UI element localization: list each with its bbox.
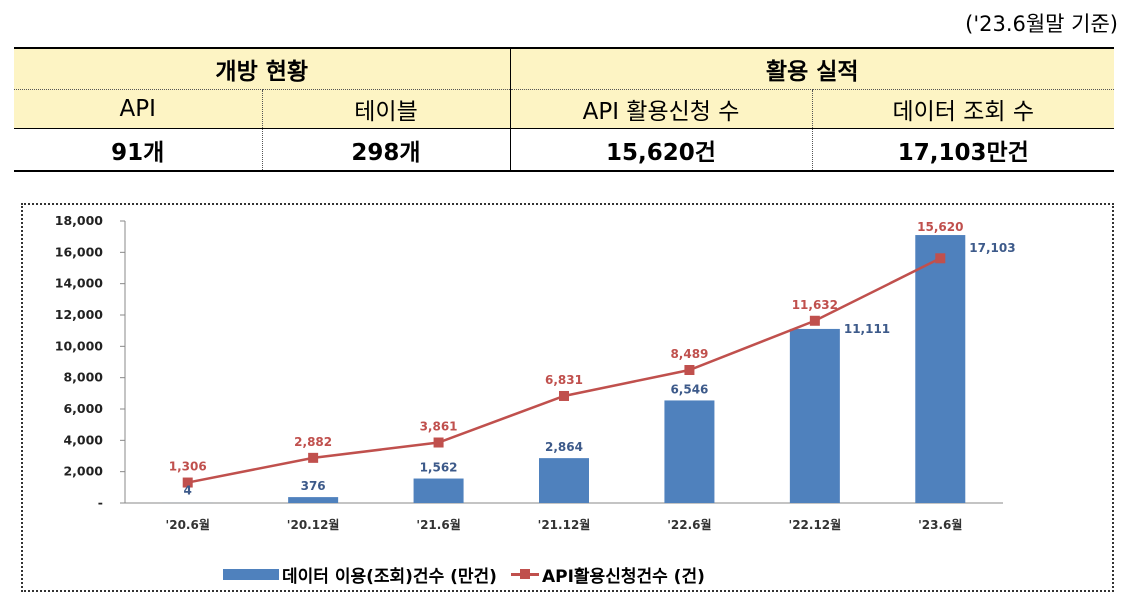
- bar: [413, 478, 464, 503]
- line-value-label: 15,620: [917, 220, 963, 234]
- y-tick-label: 14,000: [55, 276, 104, 291]
- combo-chart: - 2,000 4,000 6,000 8,000 10,000 12,000 14,000 1…: [55, 213, 1016, 532]
- y-tick-label: 4,000: [63, 432, 103, 447]
- x-tick-label: '22.12월: [789, 517, 842, 532]
- legend-line-label: API활용신청건수 (건): [541, 567, 705, 587]
- header-api-requests: API 활용신청 수: [509, 89, 812, 129]
- line-point: [809, 315, 820, 326]
- legend-line-swatch: [510, 569, 539, 579]
- bar-value-label: 6,546: [670, 382, 708, 396]
- summary-table: 개방 현황 활용 실적 API 테이블 API 활용신청 수 데이터 조회 수 …: [14, 47, 1114, 172]
- y-tick-label: -: [98, 495, 103, 510]
- y-tick-label: 2,000: [63, 464, 103, 479]
- x-tick-label: '20.12월: [287, 517, 340, 532]
- header-api: API: [14, 89, 262, 129]
- line-value-label: 2,882: [294, 435, 332, 449]
- bar: [789, 328, 840, 503]
- bar-value-label: 4: [184, 484, 192, 498]
- y-tick-label: 8,000: [63, 370, 103, 385]
- bar-value-label: 1,562: [420, 461, 458, 475]
- chart-legend: 데이터 이용(조회)건수 (만건) API활용신청건수 (건): [223, 562, 705, 587]
- value-data-queries: 17,103만건: [811, 128, 1114, 172]
- bar-value-label: 11,111: [844, 322, 890, 336]
- x-tick-label: '23.6월: [918, 517, 962, 532]
- bar: [539, 458, 589, 503]
- legend-bar-swatch: [223, 569, 279, 580]
- bar: [664, 400, 715, 503]
- line-value-label: 3,861: [420, 420, 458, 434]
- bar-value-label: 17,103: [969, 241, 1015, 255]
- line-value-label: 11,632: [792, 298, 838, 312]
- y-tick-label: 18,000: [55, 213, 104, 228]
- chart-container: - 2,000 4,000 6,000 8,000 10,000 12,000 14,000 1…: [21, 203, 1114, 592]
- x-tick-label: '21.12월: [538, 517, 591, 532]
- y-tick-label: 6,000: [63, 401, 103, 416]
- line-point: [182, 477, 193, 488]
- y-tick-label: 16,000: [55, 244, 104, 259]
- value-api-requests: 15,620건: [509, 128, 812, 172]
- line-point: [684, 365, 695, 376]
- header-data-queries: 데이터 조회 수: [811, 89, 1114, 129]
- x-tick-label: '21.6월: [416, 517, 460, 532]
- bar-value-label: 2,864: [545, 440, 583, 454]
- y-tick-label: 12,000: [55, 307, 104, 322]
- line-point: [308, 452, 319, 463]
- legend-bar-label: 데이터 이용(조회)건수 (만건): [282, 567, 497, 587]
- as-of-note: ('23.6월말 기준): [965, 12, 1118, 36]
- x-tick-label: '22.6월: [667, 517, 711, 532]
- bar-value-label: 376: [301, 479, 326, 493]
- value-table: 298개: [261, 128, 510, 172]
- header-open-status: 개방 현황: [14, 47, 510, 90]
- line-point: [433, 437, 444, 448]
- value-api: 91개: [14, 128, 262, 172]
- header-usage-results: 활용 실적: [509, 47, 1114, 90]
- y-tick-label: 10,000: [55, 338, 104, 353]
- line-value-label: 8,489: [670, 347, 708, 361]
- bar: [288, 497, 339, 503]
- line-point: [935, 253, 946, 264]
- x-tick-label: '20.6월: [166, 517, 210, 532]
- header-table: 테이블: [261, 89, 510, 129]
- bar: [915, 235, 966, 504]
- line-value-label: 6,831: [545, 373, 583, 387]
- line-point: [559, 390, 569, 401]
- line-value-label: 1,306: [169, 460, 207, 474]
